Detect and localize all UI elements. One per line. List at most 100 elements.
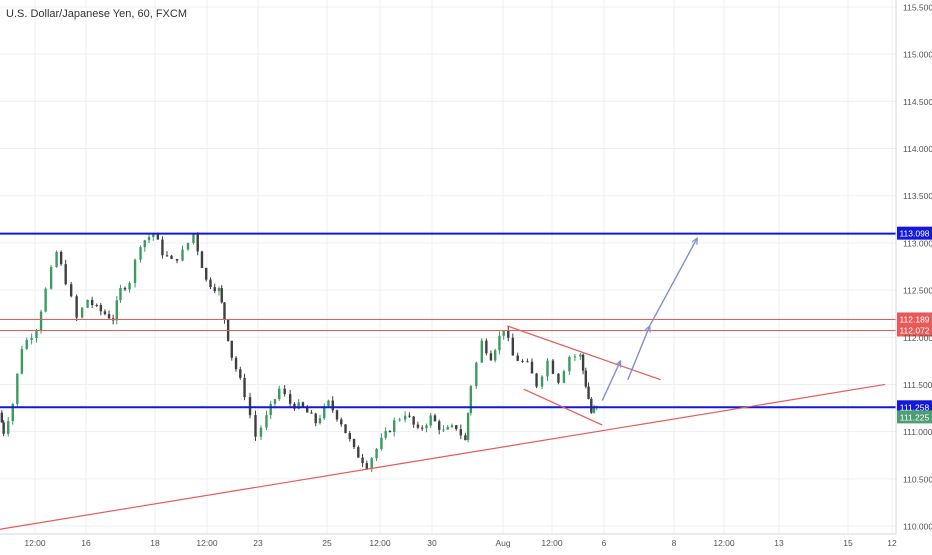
y-tick-label: 111.000 — [903, 427, 932, 437]
candle-body — [540, 376, 544, 387]
candle-body — [115, 300, 118, 321]
candle-body — [16, 373, 19, 405]
y-tick-label: 110.000 — [903, 522, 932, 532]
candle-body — [403, 415, 407, 420]
candle-body — [357, 447, 360, 458]
x-tick-label: 12 — [887, 538, 897, 548]
candle-body — [442, 429, 445, 431]
candle-body — [200, 251, 204, 269]
x-tick-label: 25 — [322, 538, 332, 548]
candle-body — [507, 330, 510, 338]
candle-body — [408, 415, 411, 417]
candle-body — [335, 410, 339, 420]
x-tick-label: 12:00 — [713, 538, 735, 548]
candle-body — [107, 314, 111, 319]
candle-body — [49, 267, 53, 289]
wedge-top-trendline[interactable] — [507, 325, 661, 381]
candle-body — [161, 239, 164, 256]
x-tick-label: 12:00 — [24, 538, 46, 548]
projection-arrow[interactable] — [601, 361, 620, 401]
candle-body — [511, 337, 515, 356]
candle-body — [269, 403, 272, 416]
candle-body — [579, 354, 582, 357]
candle-body — [592, 408, 596, 413]
candle-body — [323, 406, 326, 419]
candle-body — [11, 404, 14, 422]
x-tick-label: 30 — [427, 538, 437, 548]
projection-arrow[interactable] — [649, 238, 697, 327]
x-tick-label: 23 — [253, 538, 263, 548]
candle-body — [209, 279, 212, 288]
candle-body — [293, 403, 296, 409]
candle-body — [39, 311, 43, 332]
candle-body — [230, 340, 233, 358]
candle-body — [340, 419, 343, 425]
candle-body — [344, 424, 347, 434]
candle-body — [459, 429, 463, 436]
candle-body — [234, 357, 238, 370]
rising-support-trendline[interactable] — [0, 383, 886, 530]
candle-body — [123, 287, 127, 290]
candle-body — [429, 415, 432, 426]
lower-support-price-tag — [897, 400, 932, 414]
candle-body — [273, 399, 277, 404]
red-band-top-price-label: 112.189 — [899, 314, 929, 324]
x-tick-label: 6 — [602, 538, 607, 548]
red-band-top-price-tag — [897, 312, 932, 326]
candle-body — [361, 457, 364, 464]
candle-body — [278, 388, 281, 400]
current-price-label: 111.225 — [900, 412, 930, 422]
x-tick-label: 13 — [774, 538, 784, 548]
y-tick-label: 112.500 — [903, 286, 932, 296]
y-tick-label: 110.500 — [903, 474, 932, 484]
upper-resistance-price-tag — [897, 226, 932, 240]
candle-body — [220, 288, 223, 303]
candle-body — [584, 370, 588, 387]
candle-body — [213, 287, 216, 292]
candle-body — [433, 415, 437, 422]
projection-arrow[interactable] — [627, 326, 650, 381]
candle-body — [44, 288, 47, 312]
candle-body — [288, 394, 292, 404]
candle-body — [388, 430, 392, 433]
x-tick-label: 12:00 — [541, 538, 563, 548]
candle-body — [64, 264, 67, 285]
candle-body — [587, 386, 590, 399]
red-band-bottom-price-tag — [897, 323, 932, 337]
candle-body — [502, 330, 505, 336]
candle-body — [139, 247, 142, 260]
candle-body — [0, 412, 4, 423]
candle-body — [243, 377, 246, 398]
y-tick-label: 115.500 — [903, 3, 932, 13]
candle-body — [464, 435, 467, 441]
candle-body — [133, 259, 137, 284]
candle-body — [469, 386, 473, 414]
candle-body — [546, 360, 549, 377]
candle-body — [75, 296, 78, 318]
candle-body — [2, 422, 5, 434]
candle-body — [466, 413, 470, 441]
candle-body — [375, 449, 378, 459]
candle-body — [265, 415, 268, 428]
wedge-bottom-trendline[interactable] — [523, 388, 603, 426]
candle-body — [521, 360, 524, 362]
candle-body — [446, 426, 449, 430]
candle-body — [310, 412, 313, 414]
candle-body — [562, 371, 566, 383]
candle-body — [557, 373, 560, 383]
candle-body — [485, 340, 488, 354]
candle-body — [59, 251, 63, 265]
candle-body — [25, 339, 28, 349]
candle-body — [327, 400, 330, 407]
candle-body — [283, 388, 286, 395]
candle-body — [30, 337, 33, 340]
candle-body — [143, 240, 146, 248]
trendlines[interactable] — [0, 238, 886, 531]
candle-body — [128, 283, 131, 290]
candle-body — [380, 437, 383, 450]
candle-body — [259, 427, 263, 437]
axes: 115.500 115.000 114.500 114.000 113.500 113.0… — [24, 3, 932, 549]
